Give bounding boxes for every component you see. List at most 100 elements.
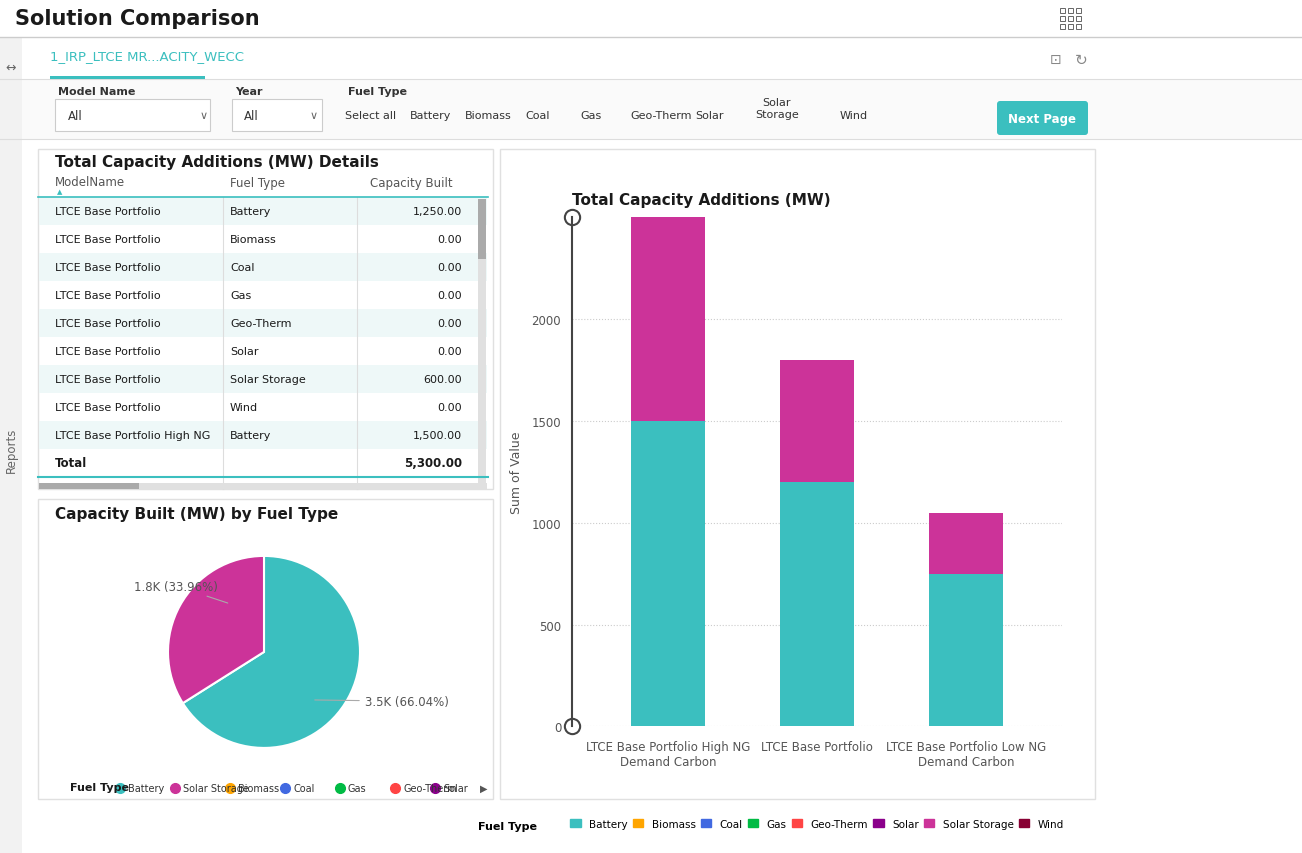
Text: LTCE Base Portfolio High NG: LTCE Base Portfolio High NG bbox=[55, 431, 211, 440]
Text: Solar Storage: Solar Storage bbox=[184, 783, 249, 793]
Text: LTCE Base Portfolio: LTCE Base Portfolio bbox=[55, 291, 160, 300]
Text: Model Name: Model Name bbox=[59, 87, 135, 97]
Text: Fuel Type: Fuel Type bbox=[70, 782, 129, 792]
Y-axis label: Sum of Value: Sum of Value bbox=[510, 431, 523, 514]
FancyBboxPatch shape bbox=[22, 80, 1302, 140]
Text: Solar: Solar bbox=[695, 111, 724, 121]
Text: ModelName: ModelName bbox=[55, 177, 125, 189]
Text: Solar
Storage: Solar Storage bbox=[755, 98, 798, 119]
FancyBboxPatch shape bbox=[39, 198, 487, 226]
Text: LTCE Base Portfolio: LTCE Base Portfolio bbox=[55, 263, 160, 273]
Text: Geo-Therm: Geo-Therm bbox=[404, 783, 457, 793]
Text: Capacity Built (MW) by Fuel Type: Capacity Built (MW) by Fuel Type bbox=[55, 507, 339, 522]
Text: ▲: ▲ bbox=[57, 189, 62, 194]
Text: LTCE Base Portfolio: LTCE Base Portfolio bbox=[55, 346, 160, 357]
FancyBboxPatch shape bbox=[39, 484, 487, 490]
Text: Total Capacity Additions (MW) Details: Total Capacity Additions (MW) Details bbox=[55, 154, 379, 169]
Bar bbox=[631, 421, 706, 727]
Text: 600.00: 600.00 bbox=[423, 374, 462, 385]
Text: 1,250.00: 1,250.00 bbox=[413, 206, 462, 217]
FancyBboxPatch shape bbox=[49, 77, 204, 80]
Text: 5,300.00: 5,300.00 bbox=[404, 457, 462, 470]
Text: 0.00: 0.00 bbox=[437, 291, 462, 300]
Text: Geo-Therm: Geo-Therm bbox=[230, 319, 292, 328]
Text: Biomass: Biomass bbox=[230, 235, 277, 245]
Text: ▶: ▶ bbox=[480, 783, 487, 793]
Text: Solar: Solar bbox=[443, 783, 467, 793]
FancyBboxPatch shape bbox=[478, 200, 486, 487]
Text: Coal: Coal bbox=[230, 263, 254, 273]
FancyBboxPatch shape bbox=[39, 421, 487, 450]
Text: 1.8K (33.96%): 1.8K (33.96%) bbox=[134, 580, 228, 603]
Text: LTCE Base Portfolio: LTCE Base Portfolio bbox=[55, 374, 160, 385]
Wedge shape bbox=[182, 556, 359, 748]
Text: 3.5K (66.04%): 3.5K (66.04%) bbox=[315, 695, 449, 708]
FancyBboxPatch shape bbox=[38, 499, 493, 799]
Text: Wind: Wind bbox=[230, 403, 258, 413]
Text: ↔: ↔ bbox=[5, 61, 16, 74]
Text: 0.00: 0.00 bbox=[437, 263, 462, 273]
Text: LTCE Base Portfolio: LTCE Base Portfolio bbox=[55, 403, 160, 413]
Text: Battery: Battery bbox=[410, 111, 452, 121]
FancyBboxPatch shape bbox=[39, 366, 487, 393]
Text: Solar Storage: Solar Storage bbox=[230, 374, 306, 385]
Text: LTCE Base Portfolio: LTCE Base Portfolio bbox=[55, 319, 160, 328]
Text: Total: Total bbox=[55, 457, 87, 470]
Bar bbox=[780, 483, 854, 727]
Bar bbox=[780, 361, 854, 483]
Text: 0.00: 0.00 bbox=[437, 403, 462, 413]
Text: Solution Comparison: Solution Comparison bbox=[16, 9, 259, 29]
Bar bbox=[928, 574, 1003, 727]
FancyBboxPatch shape bbox=[39, 484, 139, 490]
Text: 0.00: 0.00 bbox=[437, 235, 462, 245]
FancyBboxPatch shape bbox=[232, 100, 322, 132]
Text: Select all: Select all bbox=[345, 111, 396, 121]
Text: Biomass: Biomass bbox=[465, 111, 512, 121]
Text: ∨: ∨ bbox=[201, 111, 208, 121]
Text: Gas: Gas bbox=[348, 783, 367, 793]
Text: Solar: Solar bbox=[230, 346, 259, 357]
FancyBboxPatch shape bbox=[500, 150, 1095, 799]
FancyBboxPatch shape bbox=[22, 38, 1302, 80]
Text: Gas: Gas bbox=[230, 291, 251, 300]
Text: Next Page: Next Page bbox=[1008, 113, 1075, 125]
Text: LTCE Base Portfolio: LTCE Base Portfolio bbox=[55, 235, 160, 245]
Text: Fuel Type: Fuel Type bbox=[348, 87, 408, 97]
Text: 0.00: 0.00 bbox=[437, 346, 462, 357]
FancyBboxPatch shape bbox=[478, 200, 486, 259]
FancyBboxPatch shape bbox=[0, 0, 1302, 38]
Text: Coal: Coal bbox=[525, 111, 549, 121]
Text: Year: Year bbox=[234, 87, 263, 97]
Text: Wind: Wind bbox=[840, 111, 868, 121]
Text: 0.00: 0.00 bbox=[437, 319, 462, 328]
Wedge shape bbox=[168, 556, 264, 704]
Text: Fuel Type: Fuel Type bbox=[478, 821, 538, 831]
Text: ↻: ↻ bbox=[1075, 52, 1087, 67]
FancyBboxPatch shape bbox=[39, 310, 487, 338]
Text: Gas: Gas bbox=[579, 111, 602, 121]
Text: ∨: ∨ bbox=[310, 111, 318, 121]
Text: Coal: Coal bbox=[293, 783, 314, 793]
Text: 1,500.00: 1,500.00 bbox=[413, 431, 462, 440]
Text: Battery: Battery bbox=[230, 431, 271, 440]
Text: Total Capacity Additions (MW): Total Capacity Additions (MW) bbox=[572, 192, 831, 207]
FancyBboxPatch shape bbox=[39, 253, 487, 281]
FancyBboxPatch shape bbox=[997, 102, 1088, 136]
FancyBboxPatch shape bbox=[55, 100, 210, 132]
Text: ⊡: ⊡ bbox=[1049, 53, 1061, 67]
Legend: Battery, Biomass, Coal, Gas, Geo-Therm, Solar, Solar Storage, Wind: Battery, Biomass, Coal, Gas, Geo-Therm, … bbox=[566, 815, 1068, 833]
Bar bbox=[631, 218, 706, 421]
Text: Capacity Built: Capacity Built bbox=[370, 177, 453, 189]
Text: All: All bbox=[243, 109, 259, 122]
Bar bbox=[928, 513, 1003, 574]
FancyBboxPatch shape bbox=[0, 38, 22, 853]
Text: Geo-Therm: Geo-Therm bbox=[630, 111, 691, 121]
Text: Battery: Battery bbox=[230, 206, 271, 217]
Text: Battery: Battery bbox=[128, 783, 164, 793]
FancyBboxPatch shape bbox=[38, 150, 493, 490]
Text: LTCE Base Portfolio: LTCE Base Portfolio bbox=[55, 206, 160, 217]
Text: Biomass: Biomass bbox=[238, 783, 279, 793]
Text: 1_IRP_LTCE MR...ACITY_WECC: 1_IRP_LTCE MR...ACITY_WECC bbox=[49, 50, 243, 63]
Text: Fuel Type: Fuel Type bbox=[230, 177, 285, 189]
Text: Reports: Reports bbox=[4, 426, 17, 472]
